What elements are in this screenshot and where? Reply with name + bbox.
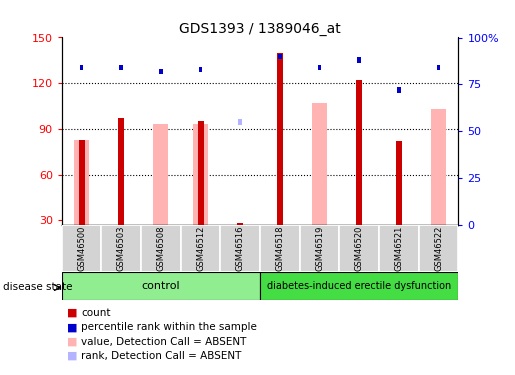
Bar xyxy=(79,140,84,225)
Text: disease state: disease state xyxy=(3,282,72,292)
Text: GSM46518: GSM46518 xyxy=(276,226,284,271)
Text: ■: ■ xyxy=(67,308,77,318)
Bar xyxy=(159,69,163,74)
Text: GSM46500: GSM46500 xyxy=(77,226,86,271)
Bar xyxy=(62,272,260,300)
Bar xyxy=(101,225,141,272)
Bar xyxy=(356,80,362,225)
Bar xyxy=(396,141,402,225)
Text: GSM46503: GSM46503 xyxy=(117,226,126,271)
Text: GSM46516: GSM46516 xyxy=(236,226,245,271)
Bar xyxy=(437,65,440,70)
Bar xyxy=(300,225,339,272)
Bar xyxy=(119,65,123,70)
Bar xyxy=(312,103,327,225)
Text: GSM46521: GSM46521 xyxy=(394,226,403,271)
Text: diabetes-induced erectile dysfunction: diabetes-induced erectile dysfunction xyxy=(267,281,451,291)
Title: GDS1393 / 1389046_at: GDS1393 / 1389046_at xyxy=(179,22,341,36)
Bar xyxy=(80,65,83,70)
Bar xyxy=(419,225,458,272)
Bar xyxy=(237,223,243,225)
Text: GSM46512: GSM46512 xyxy=(196,226,205,271)
Bar xyxy=(260,225,300,272)
Bar xyxy=(277,53,283,225)
Text: rank, Detection Call = ABSENT: rank, Detection Call = ABSENT xyxy=(81,351,242,361)
Bar xyxy=(181,225,220,272)
Bar xyxy=(318,65,321,70)
Bar xyxy=(431,109,446,225)
Bar xyxy=(220,225,260,272)
Text: value, Detection Call = ABSENT: value, Detection Call = ABSENT xyxy=(81,337,247,346)
Bar xyxy=(260,272,458,300)
Bar xyxy=(238,119,242,124)
Text: GSM46522: GSM46522 xyxy=(434,226,443,271)
Text: GSM46508: GSM46508 xyxy=(157,226,165,271)
Text: ■: ■ xyxy=(67,322,77,332)
Text: control: control xyxy=(142,281,180,291)
Bar xyxy=(278,54,282,59)
Bar xyxy=(198,122,203,225)
Bar xyxy=(379,225,419,272)
Bar xyxy=(62,225,101,272)
Text: percentile rank within the sample: percentile rank within the sample xyxy=(81,322,258,332)
Bar xyxy=(193,124,208,225)
Bar xyxy=(339,225,379,272)
Bar xyxy=(357,57,361,63)
Text: ■: ■ xyxy=(67,351,77,361)
Text: GSM46520: GSM46520 xyxy=(355,226,364,271)
Bar xyxy=(74,140,89,225)
Bar xyxy=(199,67,202,72)
Bar xyxy=(141,225,181,272)
Bar xyxy=(153,124,168,225)
Text: GSM46519: GSM46519 xyxy=(315,226,324,271)
Text: ■: ■ xyxy=(67,337,77,346)
Text: count: count xyxy=(81,308,111,318)
Bar xyxy=(118,118,124,225)
Bar xyxy=(397,87,401,93)
